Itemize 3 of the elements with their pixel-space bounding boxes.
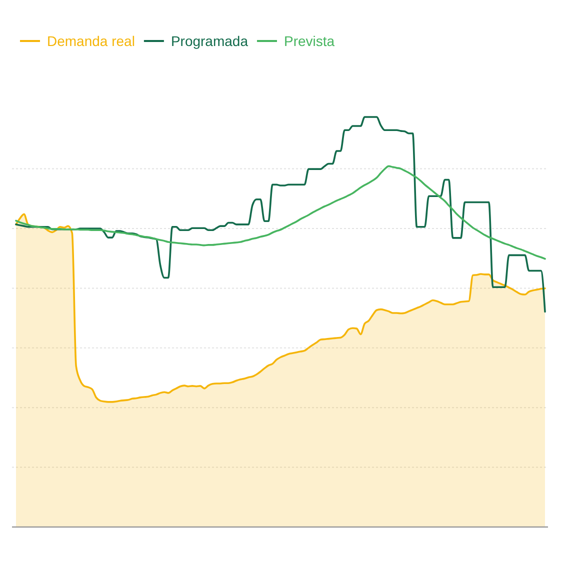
legend-label: Prevista [284, 33, 335, 49]
legend-label: Programada [170, 33, 248, 49]
legend-label: Demanda real [47, 33, 135, 49]
